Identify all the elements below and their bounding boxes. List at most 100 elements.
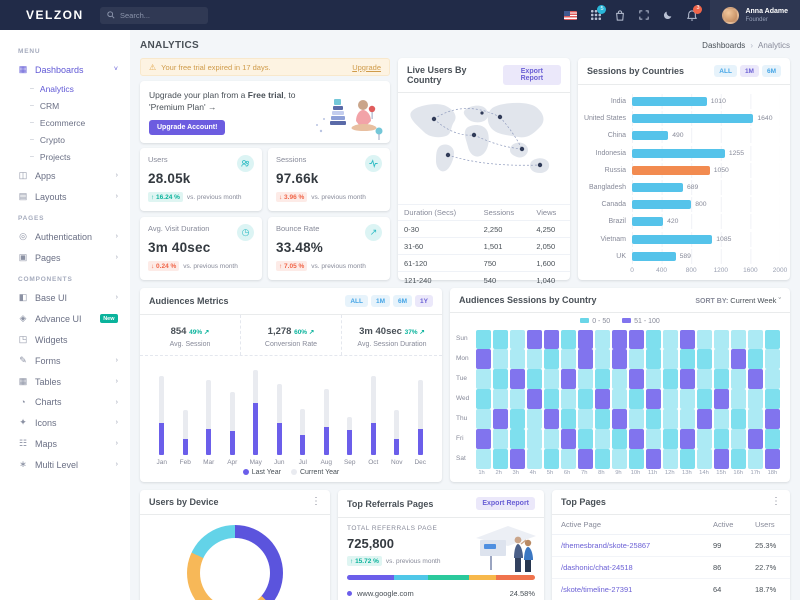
heatmap-cell[interactable] xyxy=(578,329,593,350)
heatmap-cell[interactable] xyxy=(612,349,627,370)
heatmap-cell[interactable] xyxy=(663,448,678,469)
heatmap-cell[interactable] xyxy=(748,369,763,390)
heatmap-cell[interactable] xyxy=(510,448,525,469)
heatmap-cell[interactable] xyxy=(510,428,525,449)
filter-button-6m[interactable]: 6M xyxy=(393,295,413,307)
heatmap-cell[interactable] xyxy=(697,369,712,390)
sidebar-item-icons[interactable]: ✦ Icons › xyxy=(0,412,130,433)
heatmap-cell[interactable] xyxy=(527,369,542,390)
heatmap-cell[interactable] xyxy=(765,369,780,390)
heatmap-cell[interactable] xyxy=(748,428,763,449)
heatmap-cell[interactable] xyxy=(731,428,746,449)
sidebar-item-multi-level[interactable]: ∗ Multi Level › xyxy=(0,454,130,475)
heatmap-cell[interactable] xyxy=(510,408,525,429)
sidebar-item-dashboards[interactable]: ▦ Dashboards ˅ xyxy=(0,59,130,80)
sidebar-subitem-ecommerce[interactable]: – Ecommerce xyxy=(0,114,130,131)
heatmap-cell[interactable] xyxy=(476,349,491,370)
export-report-button[interactable]: Export Report xyxy=(502,65,561,85)
heatmap-cell[interactable] xyxy=(629,428,644,449)
heatmap-cell[interactable] xyxy=(510,369,525,390)
heatmap-cell[interactable] xyxy=(731,448,746,469)
heatmap-cell[interactable] xyxy=(731,408,746,429)
heatmap-cell[interactable] xyxy=(493,428,508,449)
filter-button-all[interactable]: ALL xyxy=(714,65,737,77)
heatmap-cell[interactable] xyxy=(680,349,695,370)
heatmap-cell[interactable] xyxy=(765,349,780,370)
active-page-link[interactable]: /skote/timeline-27391 xyxy=(552,578,704,600)
heatmap-cell[interactable] xyxy=(595,408,610,429)
heatmap-cell[interactable] xyxy=(544,389,559,409)
heatmap-cell[interactable] xyxy=(493,369,508,390)
heatmap-cell[interactable] xyxy=(595,349,610,370)
heatmap-cell[interactable] xyxy=(544,428,559,449)
heatmap-cell[interactable] xyxy=(646,428,661,449)
heatmap-cell[interactable] xyxy=(612,448,627,469)
heatmap-cell[interactable] xyxy=(527,389,542,409)
heatmap-cell[interactable] xyxy=(680,428,695,449)
heatmap-cell[interactable] xyxy=(629,329,644,350)
heatmap-cell[interactable] xyxy=(561,448,576,469)
heatmap-cell[interactable] xyxy=(561,349,576,370)
heatmap-cell[interactable] xyxy=(612,408,627,429)
heatmap-cell[interactable] xyxy=(527,349,542,370)
heatmap-cell[interactable] xyxy=(527,408,542,429)
notifications-button[interactable]: 3 xyxy=(687,4,703,21)
heatmap-cell[interactable] xyxy=(748,448,763,469)
heatmap-cell[interactable] xyxy=(578,408,593,429)
heatmap-cell[interactable] xyxy=(765,329,780,350)
heatmap-cell[interactable] xyxy=(731,329,746,350)
heatmap-cell[interactable] xyxy=(493,389,508,409)
heatmap-cell[interactable] xyxy=(476,408,491,429)
heatmap-cell[interactable] xyxy=(527,448,542,469)
heatmap-cell[interactable] xyxy=(663,349,678,370)
heatmap-cell[interactable] xyxy=(561,369,576,390)
heatmap-cell[interactable] xyxy=(578,369,593,390)
heatmap-cell[interactable] xyxy=(476,428,491,449)
heatmap-cell[interactable] xyxy=(578,389,593,409)
heatmap-cell[interactable] xyxy=(612,329,627,350)
heatmap-cell[interactable] xyxy=(714,349,729,370)
sidebar-subitem-crypto[interactable]: – Crypto xyxy=(0,131,130,148)
brand-logo[interactable]: VELZON xyxy=(26,8,84,22)
heatmap-cell[interactable] xyxy=(629,349,644,370)
heatmap-cell[interactable] xyxy=(561,428,576,449)
dark-mode-button[interactable] xyxy=(663,10,673,20)
active-page-link[interactable]: /themesbrand/skote-25867 xyxy=(552,534,704,557)
heatmap-cell[interactable] xyxy=(646,329,661,350)
breadcrumb-dashboards[interactable]: Dashboards xyxy=(702,41,746,50)
sort-by-dropdown[interactable]: SORT BY: Current Week ˇ xyxy=(695,295,781,305)
heatmap-cell[interactable] xyxy=(578,428,593,449)
sidebar-item-forms[interactable]: ✎ Forms › xyxy=(0,350,130,371)
heatmap-cell[interactable] xyxy=(680,389,695,409)
heatmap-cell[interactable] xyxy=(578,349,593,370)
heatmap-cell[interactable] xyxy=(731,349,746,370)
filter-button-6m[interactable]: 6M xyxy=(761,65,781,77)
heatmap-cell[interactable] xyxy=(561,389,576,409)
heatmap-cell[interactable] xyxy=(680,329,695,350)
heatmap-cell[interactable] xyxy=(765,408,780,429)
heatmap-cell[interactable] xyxy=(663,329,678,350)
heatmap-cell[interactable] xyxy=(714,389,729,409)
heatmap-cell[interactable] xyxy=(544,349,559,370)
upgrade-account-button[interactable]: Upgrade Account! xyxy=(149,119,226,135)
heatmap-cell[interactable] xyxy=(595,369,610,390)
heatmap-cell[interactable] xyxy=(544,408,559,429)
filter-button-1y[interactable]: 1Y xyxy=(415,295,433,307)
more-menu-icon[interactable]: ⋮ xyxy=(771,496,781,507)
heatmap-cell[interactable] xyxy=(646,369,661,390)
heatmap-cell[interactable] xyxy=(663,389,678,409)
heatmap-cell[interactable] xyxy=(527,428,542,449)
heatmap-cell[interactable] xyxy=(748,389,763,409)
heatmap-cell[interactable] xyxy=(612,428,627,449)
heatmap-cell[interactable] xyxy=(714,428,729,449)
heatmap-cell[interactable] xyxy=(595,428,610,449)
heatmap-cell[interactable] xyxy=(697,349,712,370)
heatmap-cell[interactable] xyxy=(697,389,712,409)
apps-grid-button[interactable]: 5 xyxy=(591,5,607,20)
heatmap-cell[interactable] xyxy=(714,329,729,350)
heatmap-cell[interactable] xyxy=(595,329,610,350)
heatmap-cell[interactable] xyxy=(646,349,661,370)
referral-row[interactable]: www.google.com 24.58% xyxy=(347,584,535,600)
heatmap-cell[interactable] xyxy=(765,448,780,469)
heatmap-cell[interactable] xyxy=(646,448,661,469)
